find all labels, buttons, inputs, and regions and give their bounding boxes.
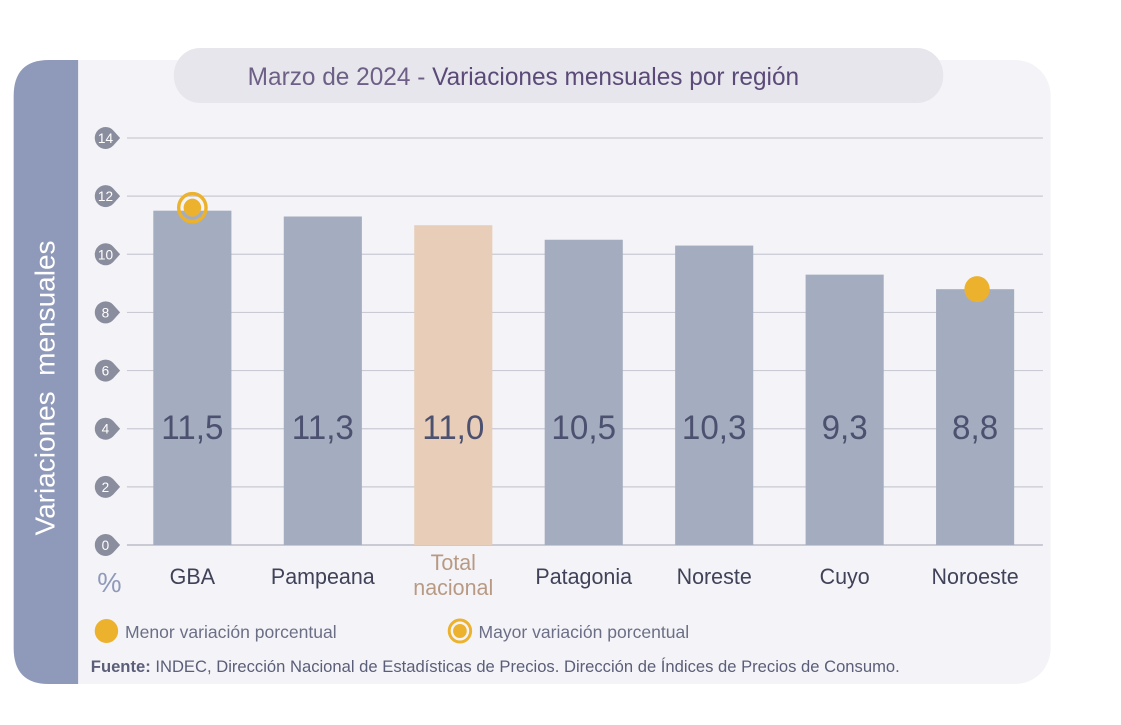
legend-max-label: Mayor variación porcentual <box>478 622 689 642</box>
legend-max-marker <box>447 618 473 644</box>
bar-patagonia <box>544 239 623 545</box>
bar-noroeste <box>936 289 1015 545</box>
tick-badge <box>94 533 121 556</box>
legend-min-label: Menor variación porcentual <box>125 622 337 642</box>
legend-max-marker-dot <box>453 624 467 638</box>
y-tick-label: 8 <box>102 304 110 320</box>
tick-badge <box>94 475 121 498</box>
tick-badge <box>94 126 121 149</box>
bar-value-label: 11,5 <box>161 410 223 447</box>
y-axis-panel <box>13 60 79 684</box>
bar-value-label: 10,3 <box>682 410 747 447</box>
title-pill <box>173 48 944 103</box>
x-tick-label: Noroeste <box>932 564 1019 589</box>
bar-value-label: 8,8 <box>952 410 998 447</box>
source-note: Fuente: INDEC, Dirección Nacional de Est… <box>91 657 900 676</box>
tick-badge <box>94 243 121 266</box>
bar-gba <box>153 210 232 545</box>
y-tick-label: 2 <box>102 479 110 495</box>
max-marker <box>183 198 202 217</box>
legend: Menor variación porcentual Mayor variaci… <box>94 618 689 644</box>
bar-noreste <box>675 245 754 546</box>
title-separator: - <box>410 64 432 91</box>
bar-total-nacional <box>414 225 493 545</box>
tick-badge <box>94 417 121 440</box>
x-tick-label: nacional <box>413 575 493 600</box>
x-tick-label: Pampeana <box>271 564 376 589</box>
y-tick-label: 14 <box>98 130 114 146</box>
y-tick-label: 4 <box>102 421 110 437</box>
x-tick-label: GBA <box>170 564 216 589</box>
bar-cuyo <box>805 274 884 545</box>
y-tick-label: 6 <box>102 362 110 378</box>
y-tick-label: 10 <box>98 246 114 262</box>
title-main: Variaciones mensuales por región <box>432 64 799 91</box>
x-tick-label: Cuyo <box>820 564 870 589</box>
x-tick-label: Total <box>431 550 476 575</box>
bar-pampeana <box>283 216 362 545</box>
max-marker-ring <box>176 191 208 224</box>
chart-card <box>13 60 1051 684</box>
y-axis-label: Variaciones mensuales <box>30 240 61 535</box>
x-tick-label: Noreste <box>677 564 752 589</box>
title-date: Marzo de 2024 <box>248 64 411 91</box>
tick-badge <box>94 359 121 382</box>
min-marker <box>964 276 990 303</box>
y-tick-label: 12 <box>98 188 113 204</box>
source-label: Fuente: <box>91 657 151 676</box>
bar-value-label: 11,3 <box>292 410 354 447</box>
bar-value-label: 9,3 <box>822 410 868 447</box>
x-tick-label: Patagonia <box>535 564 633 589</box>
chart-title: Marzo de 2024 - Variaciones mensuales po… <box>248 64 799 91</box>
bar-value-label: 10,5 <box>551 410 616 447</box>
y-unit-label: % <box>97 567 121 598</box>
tick-badge <box>94 185 121 208</box>
y-tick-label: 0 <box>102 537 110 553</box>
tick-badge <box>94 301 121 324</box>
source-text: INDEC, Dirección Nacional de Estadística… <box>151 657 900 676</box>
legend-min-marker <box>94 619 119 643</box>
bar-value-label: 11,0 <box>422 410 484 447</box>
